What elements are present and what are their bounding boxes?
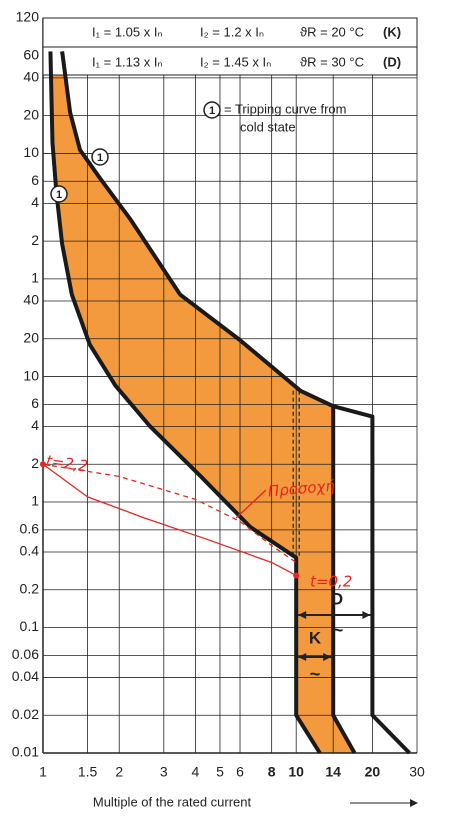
annotation-dot — [293, 572, 300, 579]
x-tick-label: 2 — [115, 764, 123, 780]
note-text: = Tripping curve from — [224, 101, 346, 116]
y-tick-label: 120 — [16, 9, 40, 25]
header-cell: I₁ = 1.13 x Iₙ — [92, 54, 163, 69]
y-tick-label: 10 — [23, 144, 39, 160]
y-tick-label: 0.6 — [20, 521, 40, 537]
x-tick-label: 1.5 — [78, 764, 98, 780]
tripping-curve — [332, 404, 411, 755]
header-cell: I₁ = 1.05 x Iₙ — [92, 24, 163, 39]
x-tick-label: 30 — [409, 764, 425, 780]
axis-arrow-head — [410, 799, 418, 807]
cold-state-marker — [50, 185, 68, 203]
band-label: K — [309, 628, 322, 647]
header-cell: ϑR = 20 °C — [300, 24, 364, 39]
cold-state-marker-label: 1 — [56, 189, 62, 201]
band-arrow-head — [323, 653, 332, 661]
x-tick-label: 8 — [268, 764, 276, 780]
y-tick-label: 0.2 — [20, 580, 40, 596]
y-tick-label: 0.1 — [20, 618, 40, 634]
x-tick-label: 10 — [288, 764, 304, 780]
y-tick-label: 0.06 — [12, 646, 39, 662]
y-tick-label: 2 — [31, 232, 39, 248]
annotation-line — [42, 463, 297, 577]
header-cell: (D) — [383, 54, 401, 69]
y-tick-label: 40 — [23, 69, 39, 85]
x-tick-label: 20 — [365, 764, 381, 780]
tripping-curve — [60, 51, 357, 754]
y-tick-label: 4 — [31, 194, 39, 210]
annotation: Προσοχή — [267, 477, 336, 501]
header-cell: (K) — [383, 24, 401, 39]
x-axis-label: Multiple of the rated current — [93, 794, 252, 809]
y-tick-label: 2 — [31, 455, 39, 471]
y-tick-label: 10 — [23, 367, 39, 383]
cold-state-marker-label: 1 — [97, 152, 103, 164]
y-tick-label: 60 — [23, 46, 39, 62]
band-arrow-head — [362, 611, 371, 619]
y-tick-label: 20 — [23, 106, 39, 122]
y-tick-label: 1 — [31, 493, 39, 509]
x-tick-label: 3 — [160, 764, 168, 780]
note-text: cold state — [240, 119, 296, 134]
annotation-line — [42, 463, 297, 563]
y-tick-label: 4 — [31, 417, 39, 433]
y-tick-label: 0.4 — [20, 543, 40, 559]
annotation: t=2,2 — [45, 452, 89, 476]
y-tick-label: 0.04 — [12, 668, 39, 684]
cold-state-marker-label: 1 — [209, 105, 215, 117]
annotation-pointer — [235, 489, 267, 519]
y-tick-label: 6 — [31, 172, 39, 188]
header-cell: I₂ = 1.45 x Iₙ — [200, 54, 271, 69]
y-tick-label: 20 — [23, 329, 39, 345]
cold-state-marker — [91, 148, 109, 166]
band-tilde: ~ — [333, 620, 344, 640]
band-tilde: ~ — [310, 664, 321, 684]
x-tick-label: 5 — [216, 764, 224, 780]
band-arrow-head — [298, 611, 307, 619]
y-tick-label: 1 — [31, 270, 39, 286]
x-tick-label: 1 — [39, 764, 47, 780]
tripping-band — [50, 51, 355, 753]
header-cell: I₂ = 1.2 x Iₙ — [200, 24, 264, 39]
annotation: t=0,2 — [310, 573, 352, 591]
x-tick-label: 4 — [192, 764, 200, 780]
x-tick-label: 6 — [236, 764, 244, 780]
x-tick-label: 14 — [325, 764, 341, 780]
cold-state-marker — [203, 101, 221, 119]
header-cell: ϑR = 30 °C — [300, 54, 364, 69]
band-arrow-head — [298, 653, 307, 661]
y-tick-label: 0.02 — [12, 706, 39, 722]
band-label: D — [331, 589, 343, 608]
y-tick-label: 6 — [31, 395, 39, 411]
y-tick-label: 0.01 — [12, 744, 39, 760]
y-tick-label: 40 — [23, 292, 39, 308]
